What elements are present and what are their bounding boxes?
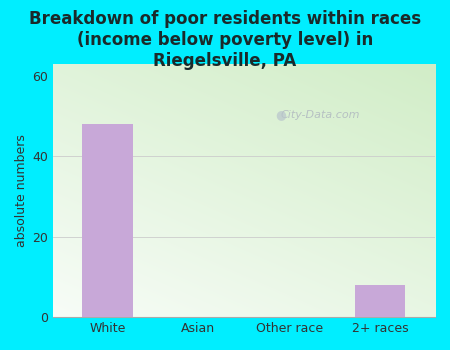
Bar (356, 285, 405, 317)
Text: City-Data.com: City-Data.com (281, 110, 360, 120)
Text: ●: ● (275, 108, 286, 121)
Y-axis label: absolute numbers: absolute numbers (15, 134, 28, 247)
Text: Breakdown of poor residents within races
(income below poverty level) in
Riegels: Breakdown of poor residents within races… (29, 10, 421, 70)
Bar (82, 124, 132, 317)
